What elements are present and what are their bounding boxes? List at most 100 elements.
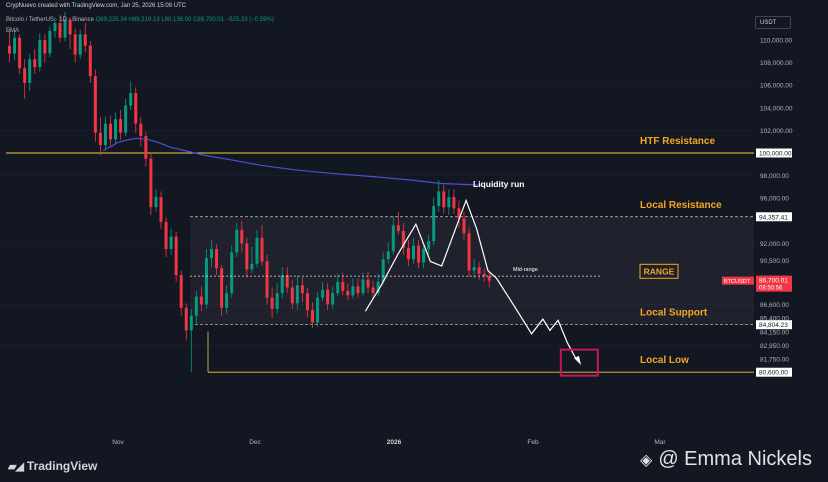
credit-line: CrypNuevo created with TradingView.com, … [6,3,186,9]
price-tick-label: 100,000.00 [759,151,792,158]
candle-body [53,23,57,31]
candle-body [366,279,370,288]
candle-body [260,237,264,262]
candle-body [119,119,123,133]
price-axis[interactable]: 110,000.00 108,000.00 106,000.00 104,000.00… [722,38,793,377]
candle-body [149,158,153,208]
candle-body [412,245,415,260]
candle-body [179,275,183,308]
candle-body [103,123,107,146]
price-tick-label: 84,150.00 [760,330,789,337]
price-tick-label: 104,000.00 [760,105,793,112]
price-tick-label: 92,000.00 [760,241,789,248]
candle-body [275,293,279,309]
candle-body [164,221,168,250]
candle-body [58,23,62,38]
candle-body [422,249,426,263]
candle-body [250,263,254,270]
candle-body [280,275,284,294]
candle-body [442,191,446,208]
annotation-mid-range: Mid-range [513,267,538,273]
price-tick-label: 85,400.00 [760,315,789,322]
candle-body [98,132,102,146]
candle-body [240,229,244,244]
candle-body [83,34,87,46]
candle-body [457,208,461,219]
candle-body [8,45,11,54]
candle-body [300,285,304,294]
current-price-tag [756,275,792,292]
candle-body [285,275,289,288]
candle-body [371,287,375,294]
candle-body [73,34,77,55]
candle-body [482,273,486,277]
annotations: Liquidity run Mid-range RANGE [473,179,679,366]
candle-body [447,197,451,208]
candle-body [28,59,32,83]
candle-body [305,293,309,311]
price-tick-label: 94,357.41 [759,214,788,221]
candle-body [215,249,219,269]
symbol-tag [722,276,754,285]
range-box [190,217,755,325]
candle-body [381,259,385,282]
annotation-liquidity-run: Liquidity run [473,179,524,189]
candle-body [245,243,249,270]
candle-body [230,252,234,294]
candle-body [78,34,82,55]
candle-body [316,297,320,323]
candle-body [154,197,158,208]
price-tag-level [756,212,792,222]
currency-button[interactable]: USDT [755,16,791,29]
price-tag-level [756,148,792,158]
candle-body [114,119,118,140]
candle-body [124,105,128,133]
candle-body [184,307,188,331]
candle-body [129,93,133,106]
candle-body [477,267,481,274]
candle-countdown: 08:50:56 [759,286,783,292]
level-name: Local Resistance [640,200,722,211]
candle-body [401,230,405,248]
price-tick-label: 81,750.00 [760,357,789,364]
candle-body [265,261,269,298]
candle-body [38,40,42,68]
price-tick-label: 80,600.00 [759,370,788,377]
level-name: Local Low [640,355,689,366]
candle-body [432,206,436,242]
candle-body [220,268,224,308]
candle-body [134,93,138,124]
price-tick-label: 86,600.00 [760,302,789,309]
candle-body [336,281,340,294]
candle-body [437,191,441,207]
level-name: Local Support [640,308,708,319]
candle-body [376,281,380,294]
candle-body [13,37,17,54]
binance-logo-icon: ◈ [640,451,653,469]
current-price: 86,700.01 [759,278,788,285]
price-tick-label: 96,000.00 [760,196,789,203]
candle-body [204,258,208,305]
symbol-line: Bitcoin / TetherUS · 1D · Binance O89,22… [6,17,274,23]
candle-body [427,241,431,250]
candle-body [270,297,274,309]
candle-body [356,286,360,294]
candle-body [194,296,198,316]
price-tick-label: 110,000.00 [760,38,792,45]
candle-body [169,236,173,250]
candle-body [43,40,47,54]
candle-body [189,315,193,331]
candle-body [467,233,471,271]
candle-body [68,19,72,35]
time-axis[interactable]: Nov Dec 2026 Feb Mar [112,439,666,446]
candle-body [452,197,456,209]
candle-body [351,286,355,296]
candle-body [210,249,213,259]
candle-body [391,225,395,252]
candle-body [159,197,163,222]
symbol-name: Bitcoin / TetherUS · 1D · Binance [6,17,94,23]
candle-body [33,59,37,68]
price-tick-label: 84,804.23 [759,322,788,329]
